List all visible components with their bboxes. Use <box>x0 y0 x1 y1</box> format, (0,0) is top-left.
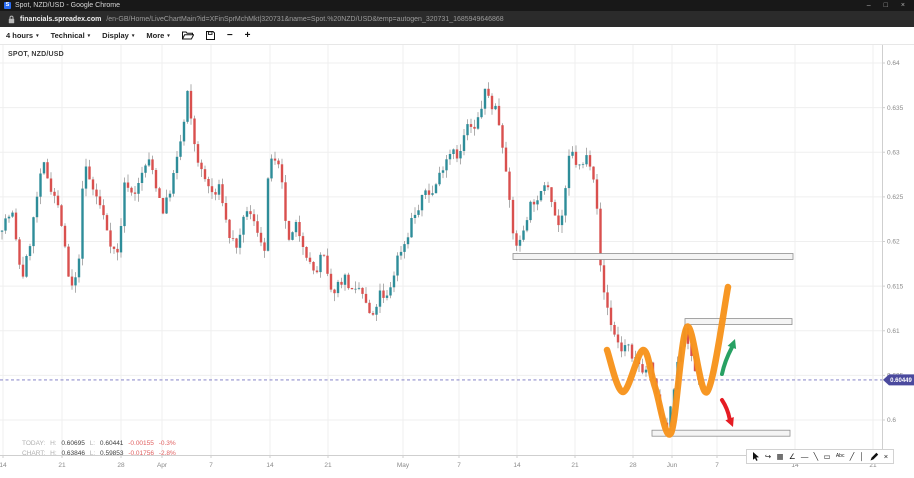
svg-text:0.6: 0.6 <box>887 417 896 424</box>
svg-text:0.625: 0.625 <box>887 194 904 201</box>
today-stats-row: TODAY: H: 0.60695 L: 0.60441 -0.00155 -0… <box>22 439 179 449</box>
spreadex-favicon: S <box>4 1 11 9</box>
redo-arrow-icon[interactable]: ↪ <box>764 451 772 461</box>
chevron-down-icon: ▾ <box>87 32 91 39</box>
diagonal-line-icon[interactable]: ╱ <box>849 451 855 461</box>
more-menu-label: More <box>146 31 165 40</box>
svg-text:21: 21 <box>324 462 332 469</box>
chart-toolbar: 4 hours ▾ Technical ▾ Display ▾ More ▾ −… <box>0 27 914 45</box>
close-button[interactable]: × <box>900 2 905 9</box>
svg-text:7: 7 <box>209 462 213 469</box>
today-low-value: 0.60441 <box>99 440 124 447</box>
svg-text:7: 7 <box>457 462 461 469</box>
svg-text:0.64: 0.64 <box>887 60 900 67</box>
hand-drawn-squiggle[interactable] <box>603 283 732 438</box>
url-path: /en-GB/Home/LiveChartMain?id=XFinSprMchM… <box>106 15 504 23</box>
chart-stats-row: CHART: H: 0.63846 L: 0.59853 -0.01756 -2… <box>22 449 179 459</box>
more-menu[interactable]: More ▾ <box>146 31 169 40</box>
high-label: H: <box>50 440 57 447</box>
close-tools-icon[interactable]: × <box>883 451 889 461</box>
chart-label: CHART: <box>22 450 46 457</box>
interval-menu-label: 4 hours <box>6 31 34 40</box>
svg-text:Apr: Apr <box>157 462 168 469</box>
text-tool-icon[interactable]: Abc <box>835 453 845 459</box>
zoom-in-button[interactable]: + <box>244 29 251 41</box>
symbol-label: SPOT, NZD/USD <box>8 51 64 58</box>
svg-text:0.635: 0.635 <box>887 105 904 112</box>
svg-text:14: 14 <box>266 462 274 469</box>
today-change-value: -0.00155 <box>128 440 154 447</box>
low-label: L: <box>89 450 96 457</box>
support-resistance-box-2[interactable] <box>684 318 793 326</box>
price-chart[interactable]: 0.640.6350.630.6250.620.6150.610.6050.61… <box>0 45 914 478</box>
url-domain: financials.spreadex.com <box>20 15 102 23</box>
svg-text:21: 21 <box>869 462 877 469</box>
svg-text:21: 21 <box>58 462 66 469</box>
save-icon[interactable] <box>205 31 215 40</box>
chart-stats: TODAY: H: 0.60695 L: 0.60441 -0.00155 -0… <box>22 439 179 459</box>
svg-text:7: 7 <box>715 462 719 469</box>
chevron-down-icon: ▾ <box>167 32 170 39</box>
drawing-toolbar: ↪ ▦ ∠ — ╲ ▭ Abc ╱ │ × <box>746 449 894 464</box>
svg-text:May: May <box>397 462 410 469</box>
bullish-arrow-head[interactable] <box>727 339 737 349</box>
chevron-down-icon: ▾ <box>131 32 135 39</box>
svg-text:0.63: 0.63 <box>887 150 900 157</box>
pencil-icon[interactable] <box>870 452 879 461</box>
today-high-value: 0.60695 <box>61 440 85 447</box>
svg-text:14: 14 <box>0 462 7 469</box>
technical-menu[interactable]: Technical ▾ <box>51 31 91 40</box>
svg-text:14: 14 <box>513 462 521 469</box>
maximize-button[interactable]: □ <box>883 2 888 9</box>
svg-text:0.60449: 0.60449 <box>890 378 912 384</box>
cursor-icon[interactable] <box>752 452 760 461</box>
bearish-arrow-head[interactable] <box>725 417 734 427</box>
rectangle-icon[interactable]: ▭ <box>823 451 831 461</box>
low-label: L: <box>89 440 96 447</box>
svg-text:0.615: 0.615 <box>887 283 904 290</box>
window-title: Spot, NZD/USD - Google Chrome <box>15 2 121 9</box>
svg-text:14: 14 <box>791 462 799 469</box>
trendline-icon[interactable]: ╲ <box>813 451 819 461</box>
today-change-pct: -0.3% <box>158 440 176 447</box>
chart-low-value: 0.59853 <box>100 450 124 457</box>
vertical-line-icon[interactable]: │ <box>859 451 865 461</box>
minimize-button[interactable]: – <box>866 2 871 9</box>
svg-text:0.61: 0.61 <box>887 328 900 335</box>
support-resistance-box-1[interactable] <box>512 253 794 260</box>
support-resistance-box-3[interactable] <box>651 429 791 437</box>
svg-text:28: 28 <box>629 462 637 469</box>
window-titlebar: S Spot, NZD/USD - Google Chrome – □ × <box>0 0 914 11</box>
chart-change-value: -0.01756 <box>128 450 155 457</box>
interval-menu[interactable]: 4 hours ▾ <box>6 31 39 40</box>
bearish-arrow[interactable] <box>720 398 732 421</box>
window-controls: – □ × <box>867 2 910 9</box>
trend-angle-icon[interactable]: ∠ <box>788 451 796 461</box>
display-menu[interactable]: Display ▾ <box>102 31 134 40</box>
svg-text:21: 21 <box>571 462 579 469</box>
gridlines <box>0 45 882 455</box>
lock-icon[interactable] <box>8 15 15 24</box>
candlestick-canvas[interactable]: 0.640.6350.630.6250.620.6150.610.6050.61… <box>0 45 914 478</box>
bullish-arrow[interactable] <box>720 345 734 376</box>
grid-icon[interactable]: ▦ <box>776 451 784 461</box>
display-menu-label: Display <box>102 31 129 40</box>
high-label: H: <box>50 450 57 457</box>
chart-high-value: 0.63846 <box>61 450 85 457</box>
open-folder-icon[interactable] <box>181 31 194 40</box>
current-price-tag: 0.60449 <box>883 374 914 386</box>
today-label: TODAY: <box>22 440 46 447</box>
svg-text:0.62: 0.62 <box>887 239 900 246</box>
chevron-down-icon: ▾ <box>36 32 39 39</box>
time-axis: 14 21 28 Apr 7 14 21 May 7 14 21 28 Jun 7 14 21 <box>0 455 877 469</box>
svg-text:Jun: Jun <box>667 462 678 469</box>
horizontal-line-icon[interactable]: — <box>800 451 809 461</box>
zoom-out-button[interactable]: − <box>226 29 233 41</box>
svg-text:28: 28 <box>117 462 125 469</box>
technical-menu-label: Technical <box>50 31 85 40</box>
chart-change-pct: -2.8% <box>158 450 176 457</box>
browser-url-bar[interactable]: financials.spreadex.com/en-GB/Home/LiveC… <box>0 11 914 27</box>
